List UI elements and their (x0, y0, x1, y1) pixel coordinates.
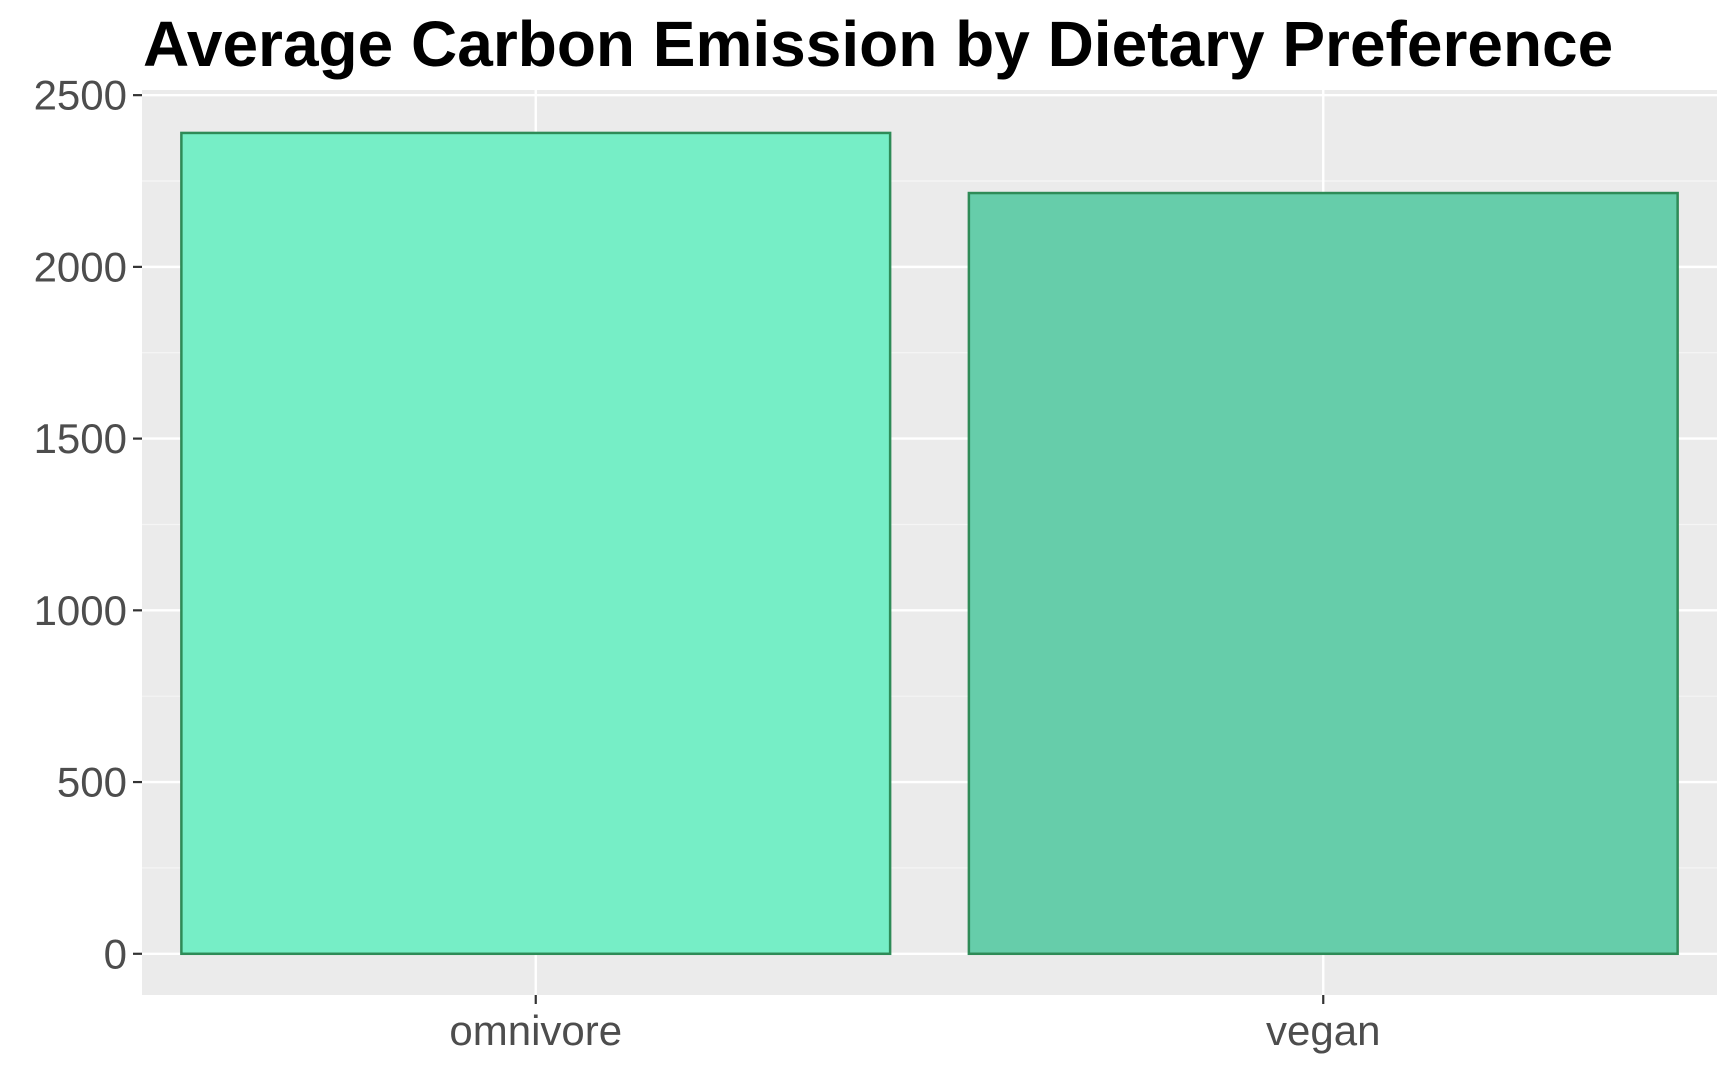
bar-group (180, 131, 1679, 956)
y-tick-label: 0 (104, 930, 127, 977)
x-tick-label-omnivore: omnivore (449, 1007, 622, 1054)
y-axis: 0 500 1000 1500 2000 2500 (34, 72, 142, 977)
x-tick-label-vegan: vegan (1266, 1007, 1380, 1054)
chart-title: Average Carbon Emission by Dietary Prefe… (143, 8, 1613, 80)
bar-vegan (967, 191, 1679, 956)
y-tick-label: 2500 (34, 72, 127, 119)
y-tick-label: 2000 (34, 243, 127, 290)
y-tick-label: 1000 (34, 587, 127, 634)
x-axis: omnivore vegan (449, 995, 1380, 1054)
bar-omnivore (180, 131, 892, 956)
y-tick-label: 500 (57, 759, 127, 806)
y-tick-label: 1500 (34, 415, 127, 462)
